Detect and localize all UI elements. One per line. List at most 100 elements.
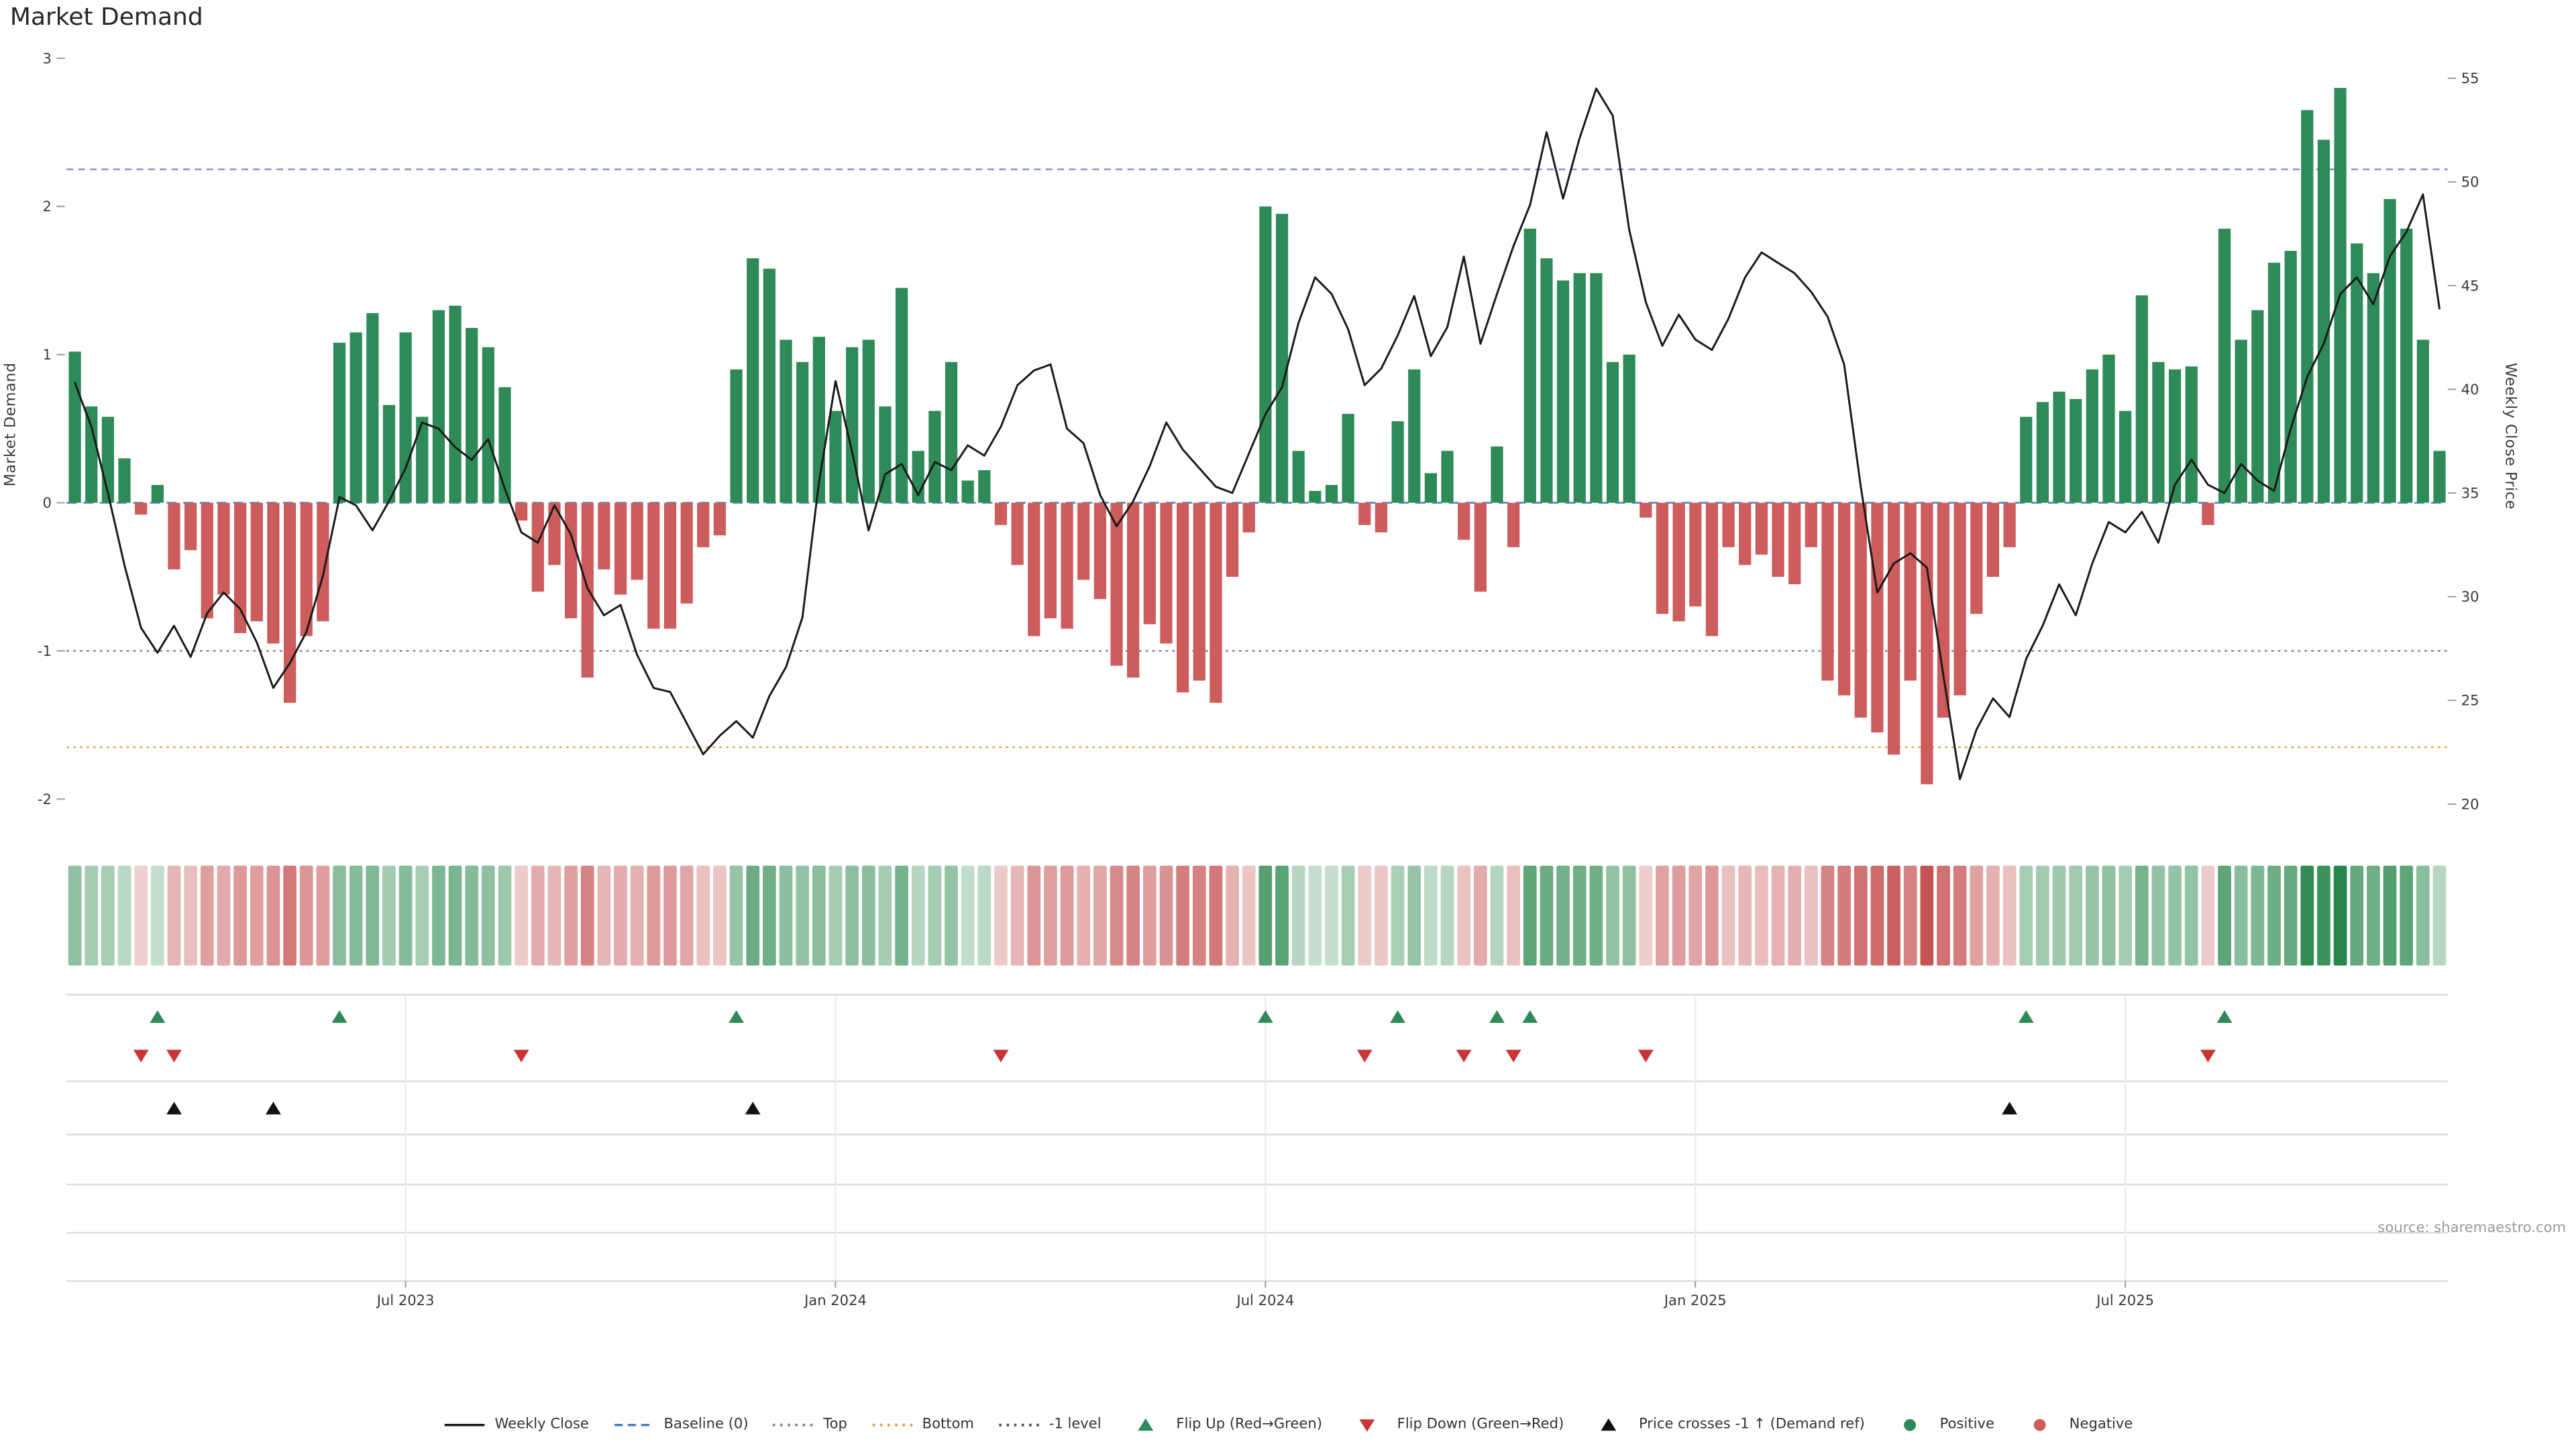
heatmap-cell	[614, 865, 627, 966]
heatmap-cell	[2432, 865, 2447, 966]
heatmap-cell	[1358, 865, 1372, 966]
heatmap-cell	[1788, 865, 1802, 966]
heatmap-cell	[1258, 865, 1273, 966]
demand-bar	[1722, 502, 1735, 547]
heatmap-cell	[333, 865, 346, 966]
demand-bar	[978, 470, 991, 503]
heatmap-cell	[1639, 865, 1653, 966]
demand-bar	[879, 406, 892, 503]
legend-item-price-crosses-1-demand-ref: Price crosses -1 ↑ (Demand ref)	[1587, 1416, 1865, 1433]
x-axis: Jul 2023 Jan 2024 Jul 2024 Jan 2025 Jul 2025	[376, 1281, 2154, 1308]
demand-bar	[68, 351, 81, 503]
demand-bar	[945, 361, 958, 503]
heatmap-cell	[1705, 865, 1719, 966]
heatmap-cell	[1060, 865, 1074, 966]
source-attribution: source: sharemaestro.com	[2377, 1220, 2567, 1237]
heatmap-cell	[1226, 865, 1239, 966]
right-tick-label: 25	[2461, 692, 2479, 709]
heatmap-cell	[1804, 865, 1818, 966]
heatmap-cell	[1375, 865, 1388, 966]
demand-bar	[1226, 502, 1239, 577]
heatmap-cell	[977, 865, 991, 966]
heatmap-cell	[994, 865, 1008, 966]
demand-bar	[317, 502, 329, 622]
heatmap-cell	[861, 865, 875, 966]
demand-bar	[1358, 502, 1371, 525]
heatmap-cell	[796, 865, 810, 966]
heatmap-cell	[2184, 865, 2198, 966]
heatmap-cell	[1407, 865, 1421, 966]
heatmap-cell	[1821, 865, 1835, 966]
heatmap-cell	[2400, 865, 2414, 966]
heatmap-cell	[432, 865, 445, 966]
demand-bar	[928, 410, 941, 503]
heatmap-cell	[1391, 865, 1405, 966]
demand-bar	[1755, 502, 1768, 555]
demand-bar	[2284, 251, 2297, 503]
left-tick-label: -1	[38, 643, 52, 659]
heatmap-cell	[1540, 865, 1554, 966]
demand-bar	[382, 404, 396, 503]
demand-bar	[515, 502, 528, 521]
left-tick-label: 1	[43, 346, 52, 363]
heatmap-cell	[1572, 865, 1587, 966]
heatmap-cell	[1721, 865, 1735, 966]
heatmap-cell	[1970, 865, 1984, 966]
flip-down-marker	[1638, 1050, 1654, 1063]
demand-bars	[68, 88, 2446, 785]
demand-bar	[2351, 243, 2363, 503]
heatmap-cell	[1656, 865, 1669, 966]
legend-swatch-dot	[999, 1423, 1039, 1427]
flip-up-marker	[150, 1010, 166, 1023]
demand-bar	[1160, 502, 1173, 644]
heatmap-cell	[630, 865, 644, 966]
heatmap-cell	[1937, 865, 1950, 966]
demand-bar	[1507, 502, 1520, 547]
flip-down-marker	[513, 1050, 529, 1063]
demand-bar	[1556, 280, 1570, 503]
heatmap-cell	[382, 865, 396, 966]
legend-item-flip-down-green-red: Flip Down (Green→Red)	[1346, 1416, 1564, 1433]
price-cross-marker	[166, 1101, 182, 1115]
heatmap-cell	[564, 865, 578, 966]
demand-bar	[1986, 502, 2000, 577]
heatmap-cell	[2069, 865, 2083, 966]
demand-bar	[2003, 502, 2016, 547]
heatmap-cell	[1110, 865, 1124, 966]
legend-item-weekly-close: Weekly Close	[443, 1416, 589, 1433]
heatmap-cell	[2218, 865, 2231, 966]
flip-down-marker	[2200, 1050, 2216, 1063]
heatmap-cell	[911, 865, 925, 966]
heatmap-cell	[117, 865, 131, 966]
heatmap-cell	[1523, 865, 1537, 966]
right-tick-label: 55	[2461, 70, 2479, 87]
demand-bar	[1491, 446, 1503, 503]
heatmap-cell	[1589, 865, 1603, 966]
flip-up-marker	[1390, 1010, 1406, 1023]
event-markers	[133, 1010, 2233, 1115]
demand-bar	[1788, 502, 1801, 585]
heatmap-cell	[1887, 865, 1900, 966]
flip-down-marker	[1505, 1050, 1521, 1063]
demand-bar	[1887, 502, 1900, 755]
demand-bar	[1904, 502, 1917, 681]
demand-bar	[1143, 502, 1156, 624]
legend-item-1-level: -1 level	[998, 1416, 1102, 1433]
demand-bar	[846, 347, 859, 503]
demand-bar	[1970, 502, 1983, 614]
heatmap-cell	[85, 865, 99, 966]
demand-bar	[2416, 339, 2429, 503]
heatmap-cell	[1126, 865, 1140, 966]
heatmap-cell	[2284, 865, 2298, 966]
demand-bar	[2036, 402, 2049, 503]
heatmap-cell	[1027, 865, 1041, 966]
page-title: Market Demand	[9, 5, 203, 32]
demand-bar	[548, 502, 561, 565]
demand-bar	[2070, 398, 2082, 503]
right-tick-label: 35	[2461, 485, 2479, 502]
legend-label: Positive	[1939, 1416, 1994, 1434]
right-tick-label: 30	[2461, 588, 2479, 605]
legend-item-top: Top	[771, 1416, 847, 1433]
demand-bar	[614, 502, 627, 595]
legend-label: Negative	[2069, 1416, 2133, 1434]
